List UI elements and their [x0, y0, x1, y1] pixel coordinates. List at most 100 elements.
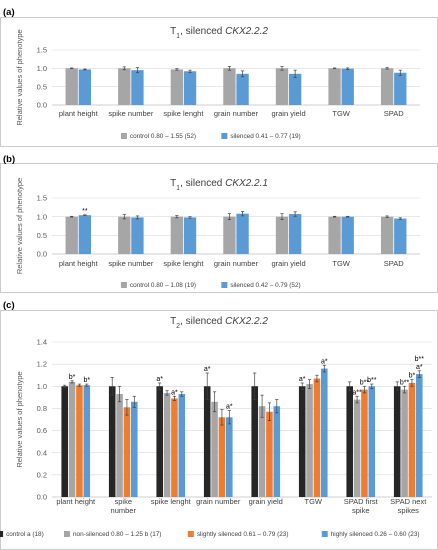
significance-label: a*: [156, 376, 163, 383]
bar: [123, 407, 131, 497]
legend-label: non-silenced 0.80 – 1.25 b (17): [73, 531, 161, 538]
x-tick-label: SPAD: [384, 109, 404, 118]
x-tick-label: SPAD: [384, 259, 404, 268]
x-tick-label: plant height: [59, 109, 99, 118]
legend-label: control 0.80 – 1.55 (52): [130, 133, 196, 140]
legend-label: highly silenced 0.26 – 0.60 (23): [331, 531, 420, 538]
bar: [183, 71, 197, 105]
bar: [328, 216, 341, 254]
significance-label: b*: [83, 377, 90, 384]
bar: [258, 406, 266, 497]
x-tick-label: TGW: [332, 109, 350, 118]
legend-swatch: [221, 133, 228, 139]
x-tick-label: TGW: [305, 497, 323, 506]
y-axis-label: Relative values of phenotype: [15, 29, 24, 125]
bar: [251, 386, 258, 497]
bar: [273, 406, 281, 497]
bar: [306, 384, 313, 497]
significance-label: a*: [416, 364, 423, 371]
y-tick-label: 0.8: [37, 404, 47, 413]
x-tick-label: plant height: [56, 497, 96, 506]
legend-label: control 0.80 – 1.08 (19): [130, 282, 196, 289]
significance-label: a**: [352, 389, 362, 396]
y-tick-label: 0.6: [37, 426, 47, 435]
bar: [394, 72, 407, 105]
bar: [275, 216, 289, 254]
bar: [368, 386, 376, 497]
x-tick-label: TGW: [332, 259, 350, 268]
legend-swatch: [221, 282, 228, 288]
bar: [131, 401, 138, 497]
x-tick-label: SPAD next spikes: [390, 497, 427, 515]
y-tick-label: 1.5: [37, 46, 47, 55]
y-tick-label: 1.0: [37, 64, 47, 73]
bar: [408, 382, 416, 497]
legend-label: silenced 0.41 – 0.77 (19): [230, 133, 300, 140]
x-tick-label: plant height: [59, 259, 99, 268]
legend-label: control a (18): [6, 531, 44, 538]
legend-swatch: [0, 531, 4, 537]
bar: [401, 389, 408, 497]
bar: [118, 216, 131, 254]
y-tick-label: 0.2: [37, 470, 47, 479]
significance-label: a*: [299, 376, 306, 383]
bar: [131, 217, 144, 254]
significance-label: a*: [226, 404, 233, 411]
bar: [361, 389, 368, 497]
bar: [163, 392, 171, 497]
significance-label: a*: [321, 358, 328, 365]
bar: [218, 417, 226, 497]
bar: [76, 385, 83, 497]
bar: [313, 378, 321, 497]
bar: [61, 386, 68, 497]
y-tick-label: 1.4: [37, 338, 47, 347]
x-tick-label: spike lenght: [163, 259, 204, 268]
bar: [65, 216, 78, 254]
legend-swatch: [321, 531, 328, 537]
bar: [394, 218, 407, 254]
x-tick-label: grain number: [214, 109, 259, 118]
chart-title: T1, silenced CKX2.2.1: [170, 178, 268, 192]
bar: [321, 368, 328, 497]
bar: [118, 68, 131, 105]
bar: [223, 216, 236, 254]
bar: [156, 386, 163, 497]
y-tick-label: 1.0: [37, 382, 47, 391]
y-tick-label: 0.0: [37, 250, 47, 259]
bar: [178, 394, 186, 497]
x-tick-label: grain yield: [271, 259, 305, 268]
bar: [266, 411, 273, 497]
y-tick-label: 0.0: [37, 493, 47, 502]
bar: [78, 215, 92, 254]
bar: [353, 399, 361, 497]
panel-label: (a): [3, 7, 15, 18]
bar: [380, 216, 394, 254]
x-tick-label: spike lenght: [163, 109, 204, 118]
legend-swatch: [63, 531, 70, 537]
x-tick-label: spike number: [111, 497, 137, 515]
y-tick-label: 1.0: [37, 212, 47, 221]
bar: [171, 398, 178, 497]
legend-swatch: [120, 133, 127, 139]
significance-label: b**: [360, 379, 370, 386]
bar: [170, 69, 184, 105]
chart-title: T1, silenced CKX2.2.2: [170, 26, 268, 40]
x-tick-label: grain number: [214, 259, 259, 268]
bar: [236, 73, 249, 105]
significance-label: b**: [415, 356, 425, 363]
bar: [83, 385, 91, 497]
y-tick-label: 0.5: [37, 231, 47, 240]
x-tick-label: spike lenght: [151, 497, 192, 506]
x-tick-label: grain yield: [249, 497, 283, 506]
significance-label: a*: [171, 389, 178, 396]
legend-label: silenced 0.42 – 0.79 (52): [230, 282, 300, 289]
bar: [131, 70, 144, 105]
panel-label: (c): [3, 300, 15, 311]
bar: [288, 214, 302, 254]
bar: [108, 386, 116, 497]
significance-label: b*: [409, 373, 416, 380]
y-axis-label: Relative values of phenotype: [15, 178, 24, 274]
x-tick-label: grain number: [196, 497, 241, 506]
bar: [341, 216, 354, 254]
